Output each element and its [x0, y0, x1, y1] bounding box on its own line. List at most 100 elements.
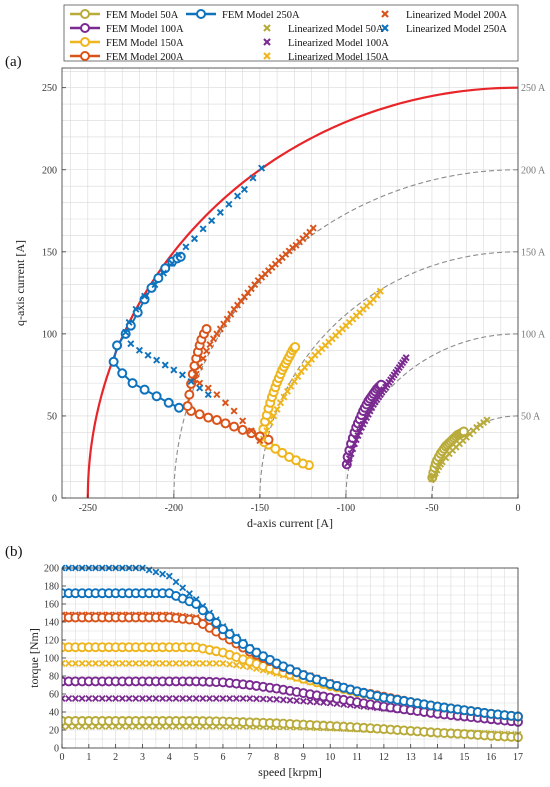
- data-point: [92, 695, 100, 702]
- data-point: [108, 356, 119, 367]
- data-point: [92, 659, 100, 667]
- legend-entry-fem-model-150a: FEM Model 150A: [70, 37, 184, 49]
- legend: FEM Model 50A FEM Model 100A FEM Model 150…: [63, 4, 519, 63]
- data-point: [231, 634, 242, 645]
- y-tick-label: 100: [44, 654, 59, 665]
- data-point: [246, 428, 257, 439]
- legend-label: Linearized Model 150A: [288, 52, 389, 63]
- data-point: [273, 695, 281, 703]
- y-tick-label: 200: [42, 165, 57, 176]
- data-point: [172, 659, 180, 667]
- series-linearized-model-250a: [122, 164, 266, 399]
- data-point: [153, 273, 164, 284]
- data-point: [249, 174, 257, 182]
- y-tick-label: 140: [44, 618, 59, 629]
- data-point: [71, 695, 79, 702]
- data-point: [153, 356, 161, 364]
- data-point: [199, 225, 207, 233]
- data-point: [112, 659, 120, 667]
- data-point: [270, 443, 281, 454]
- data-point: [141, 292, 149, 300]
- data-point: [182, 401, 193, 412]
- data-point: [287, 382, 295, 390]
- data-point: [175, 251, 183, 259]
- data-point: [163, 397, 174, 408]
- legend-entry-fem-model-50a: FEM Model 50A: [70, 9, 179, 21]
- data-point: [280, 393, 288, 401]
- data-point: [62, 659, 66, 667]
- data-point: [112, 695, 120, 702]
- data-point: [182, 243, 190, 251]
- data-point: [170, 366, 178, 374]
- data-point: [246, 695, 254, 702]
- series-fem-model-50a: [62, 716, 523, 743]
- data-point: [229, 421, 240, 432]
- data-point: [145, 695, 153, 702]
- legend-entry-linearized-model-200a: Linearized Model 200A: [381, 10, 507, 21]
- data-point: [208, 217, 216, 225]
- x-tick-label: -250: [79, 503, 97, 514]
- data-point: [256, 437, 264, 445]
- data-point: [211, 415, 222, 426]
- data-point: [85, 659, 93, 667]
- data-point: [376, 287, 384, 295]
- y-tick-label: 40: [49, 708, 59, 719]
- data-point: [165, 695, 173, 702]
- data-point: [266, 418, 274, 427]
- data-point: [185, 659, 193, 667]
- y-axis-label-b: torque [Nm]: [27, 628, 41, 688]
- x-tick-label: -50: [425, 503, 438, 514]
- data-point: [273, 405, 281, 413]
- data-point: [132, 305, 140, 313]
- current-limit-circle: [86, 86, 518, 498]
- data-point: [203, 347, 211, 355]
- legend-marker: [263, 52, 271, 60]
- data-point: [206, 659, 214, 667]
- data-point: [165, 572, 173, 580]
- x-axis-label-b: speed [krpm]: [258, 765, 322, 779]
- data-point: [152, 659, 160, 667]
- legend-entry-linearized-model-250a: Linearized Model 250A: [381, 24, 507, 35]
- data-point: [344, 460, 352, 468]
- data-point: [204, 384, 212, 392]
- x-tick-label: 13: [406, 752, 416, 763]
- data-point: [402, 354, 410, 362]
- data-point: [138, 695, 146, 702]
- legend-entry-linearized-model-100a: Linearized Model 100A: [263, 38, 389, 49]
- data-point: [145, 659, 153, 667]
- data-point: [239, 662, 247, 670]
- data-point: [125, 695, 133, 702]
- data-point: [127, 340, 135, 348]
- data-point: [233, 192, 242, 200]
- data-point: [159, 570, 167, 578]
- data-point: [212, 659, 220, 667]
- data-point: [284, 451, 295, 462]
- data-point: [152, 695, 160, 702]
- data-point: [203, 412, 214, 423]
- legend-label: Linearized Model 250A: [406, 24, 507, 35]
- data-point: [196, 384, 204, 392]
- data-point: [194, 409, 205, 420]
- data-point: [219, 695, 227, 702]
- data-point: [65, 695, 73, 702]
- data-point: [201, 323, 212, 334]
- legend-label: FEM Model 50A: [106, 10, 179, 21]
- plot-area-b: [62, 564, 523, 743]
- y-tick-label: 160: [44, 600, 59, 611]
- legend-marker: [263, 38, 271, 46]
- data-point: [286, 696, 294, 704]
- data-point: [240, 185, 248, 193]
- data-point: [263, 427, 271, 435]
- data-point: [220, 320, 228, 328]
- data-point: [197, 605, 208, 616]
- x-tick-label: 12: [379, 752, 389, 763]
- data-point: [211, 617, 222, 628]
- legend-box: [63, 4, 519, 62]
- series-linearized-model-150a: [259, 287, 384, 443]
- x-axis-label-a: d-axis current [A]: [247, 516, 333, 530]
- data-point: [159, 659, 167, 667]
- data-point: [227, 310, 235, 318]
- data-point: [239, 417, 247, 425]
- data-point: [179, 695, 187, 702]
